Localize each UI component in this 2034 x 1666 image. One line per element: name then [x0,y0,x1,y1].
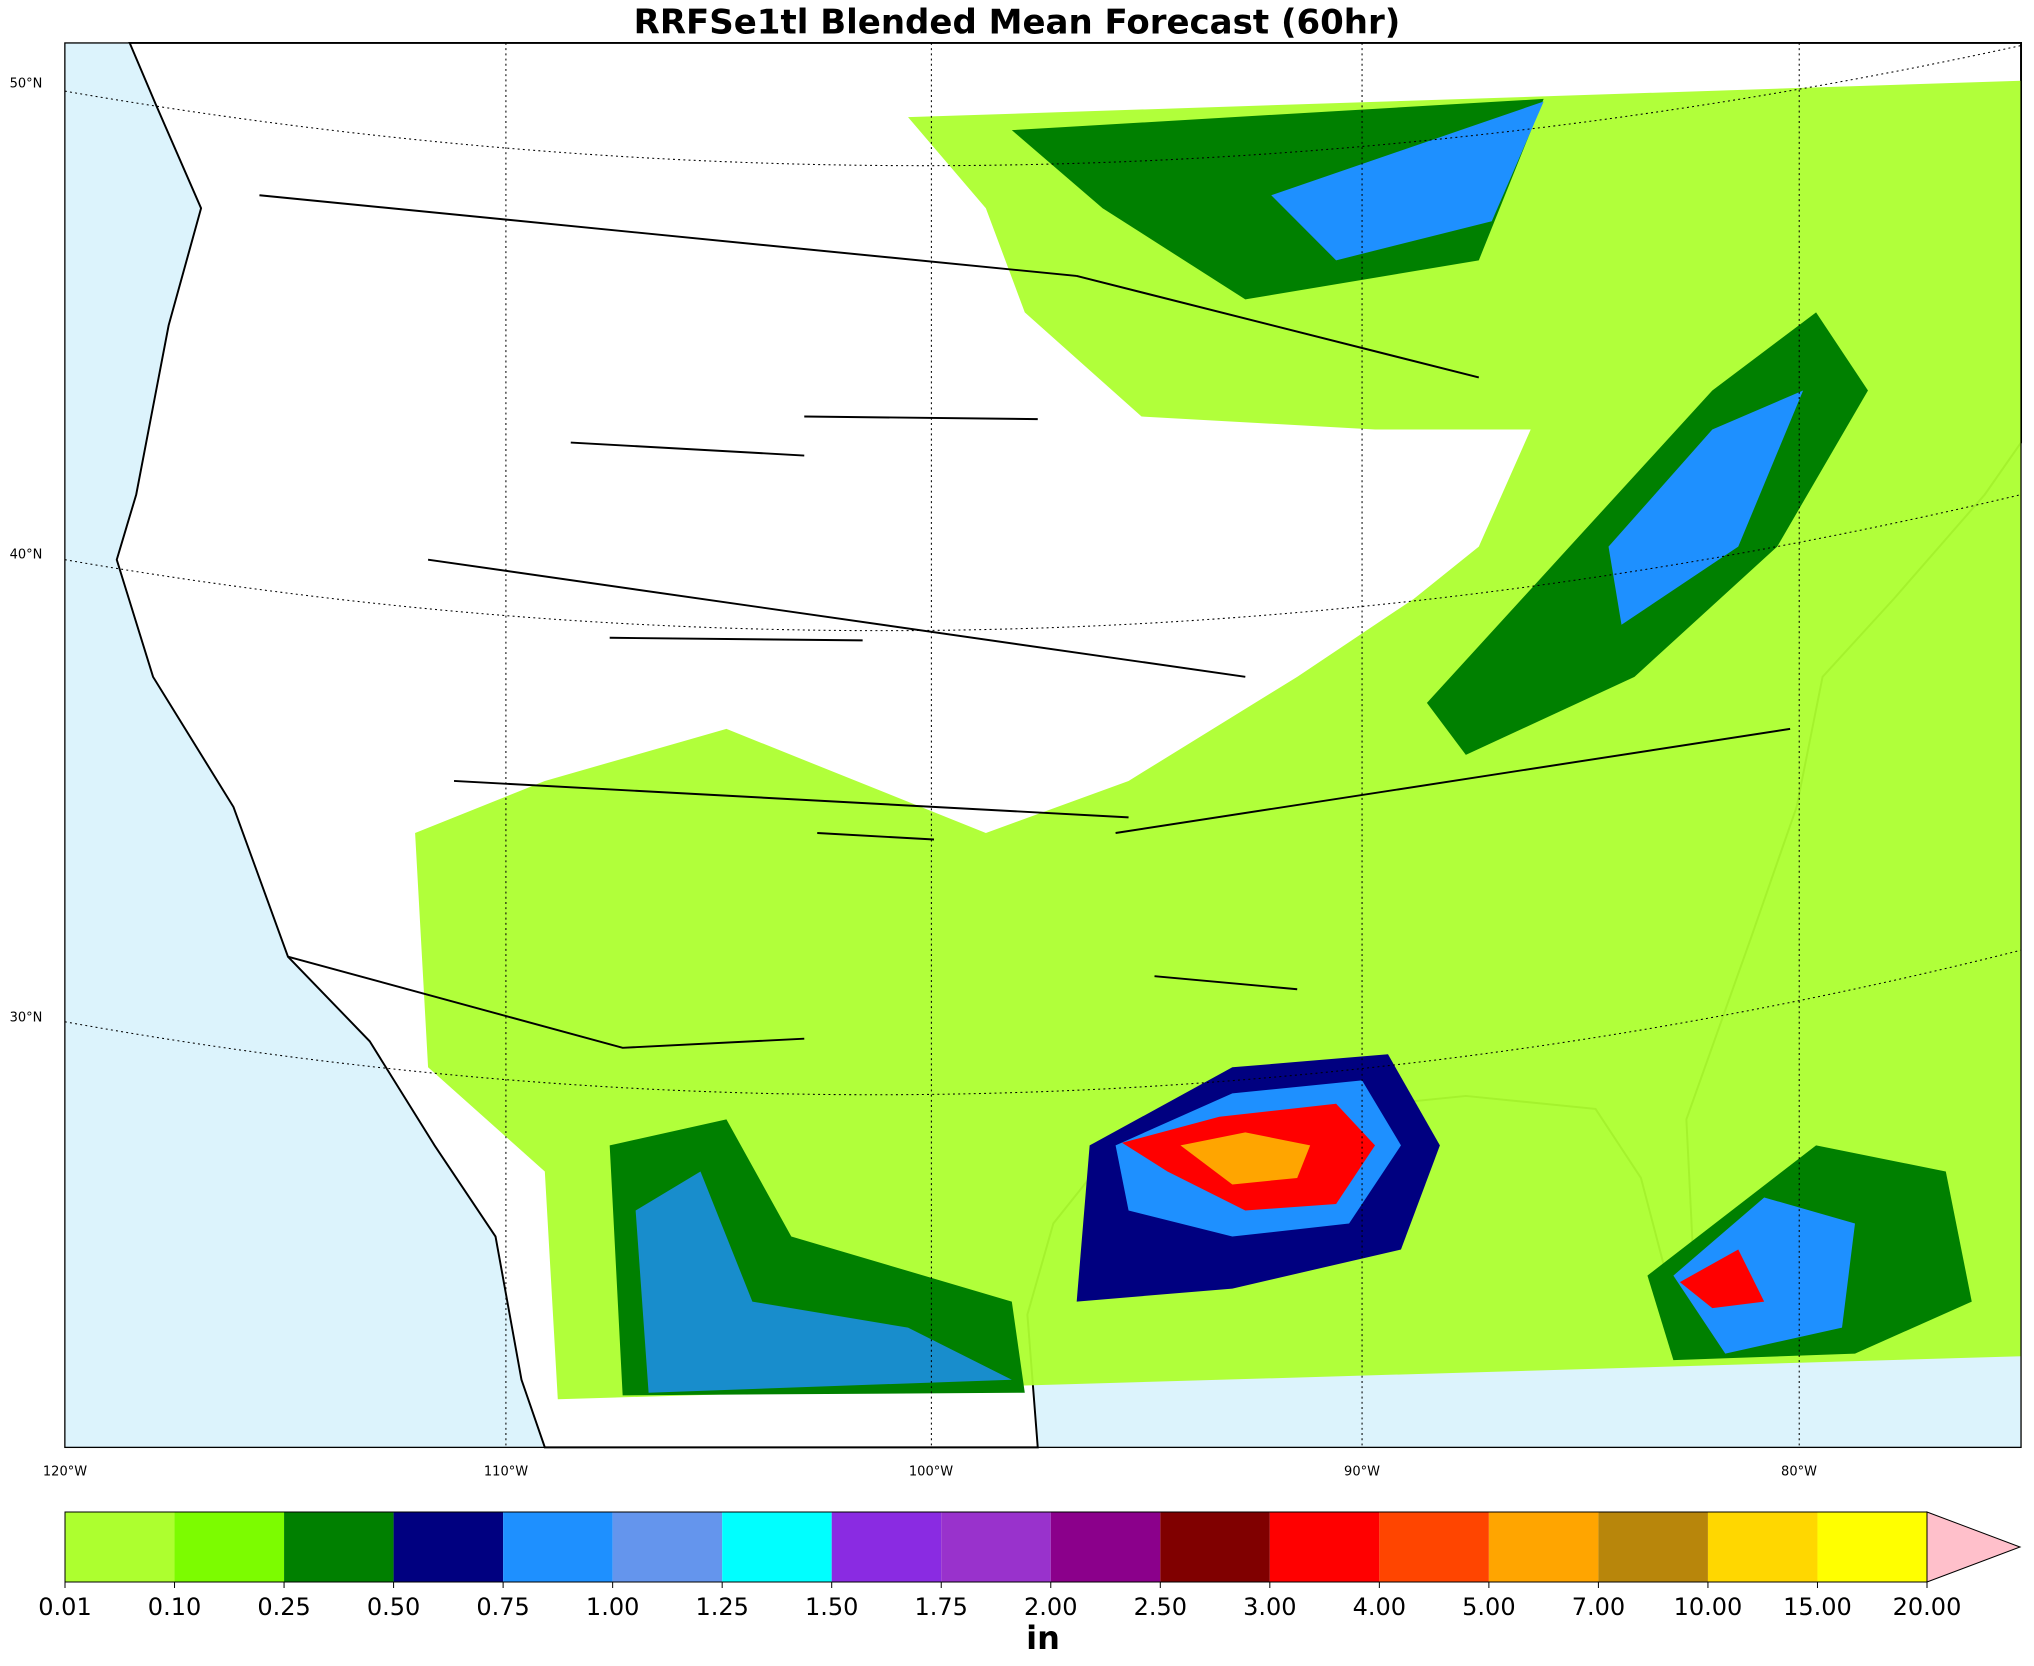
colorbar-tick-label: 2.00 [1024,1593,1077,1621]
colorbar-tick-label: 15.00 [1783,1593,1852,1621]
map-frame [64,42,2022,1449]
colorbar-box [393,1512,504,1582]
colorbar-extend [1926,1511,2022,1583]
title: RRFSe1tl Blended Mean Forecast (60hr) [634,3,1401,43]
colorbar-tick-label: 1.75 [915,1593,968,1621]
precip-extreme [1679,1249,1765,1309]
precip-heavy [635,1171,1012,1393]
colorbar-tick-label: 0.25 [257,1593,310,1621]
colorbar-tick-label: 20.00 [1893,1593,1962,1621]
colorbar-box [722,1512,832,1582]
colorbar-box [65,1512,175,1582]
lon-label: 100°W [909,1465,953,1480]
precip-heavy [1673,1197,1855,1354]
colorbar-tick-label: 0.10 [148,1593,201,1621]
colorbar-box [174,1512,285,1582]
colorbar-tick-label: 7.00 [1572,1593,1625,1621]
precip-heavy [1271,101,1544,261]
colorbar-box [1488,1512,1599,1582]
colorbar-tick-label: 0.01 [38,1593,91,1621]
colorbar-tick-label: 1.50 [805,1593,858,1621]
lon-label: 120°W [43,1465,87,1480]
boundary-lines [259,194,1791,1049]
colorbar-box [1269,1512,1380,1582]
colorbar-box [1160,1512,1270,1582]
precip-heavy [1608,390,1804,625]
colorbar-box [831,1512,942,1582]
lat-label: 50°N [10,77,43,92]
colorbar-tick-label: 1.25 [695,1593,748,1621]
colorbar-box [1598,1512,1708,1582]
lon-label: 110°W [484,1465,528,1480]
lat-label: 30°N [10,1011,43,1026]
colorbar-tick-label: 0.75 [476,1593,529,1621]
colorbar-box [612,1512,723,1582]
colorbar-tick-label: 2.50 [1134,1593,1187,1621]
lat-label: 40°N [10,548,43,563]
colorbar-box [1707,1512,1818,1582]
colorbar-label: in [1026,1619,1060,1657]
colorbar-tick-label: 0.50 [367,1593,420,1621]
colorbar-box [1817,1512,1927,1582]
colorbar-box [941,1512,1051,1582]
map [64,41,2023,1449]
colorbar-tick-label: 4.00 [1353,1593,1406,1621]
colorbar-box [1379,1512,1489,1582]
precip-extreme [1180,1132,1311,1185]
colorbar-tick-label: 10.00 [1674,1593,1743,1621]
colorbar-box [284,1512,394,1582]
colorbar-tick-label: 5.00 [1462,1593,1515,1621]
colorbar-box [1050,1512,1161,1582]
lon-label: 80°W [1781,1465,1817,1480]
colorbar-tick-label: 3.00 [1243,1593,1296,1621]
colorbar-tick-label: 1.00 [586,1593,639,1621]
colorbar-frame [64,1511,1928,1583]
lon-label: 90°W [1344,1465,1380,1480]
colorbar-box [503,1512,613,1582]
precip-light [415,80,2022,1400]
